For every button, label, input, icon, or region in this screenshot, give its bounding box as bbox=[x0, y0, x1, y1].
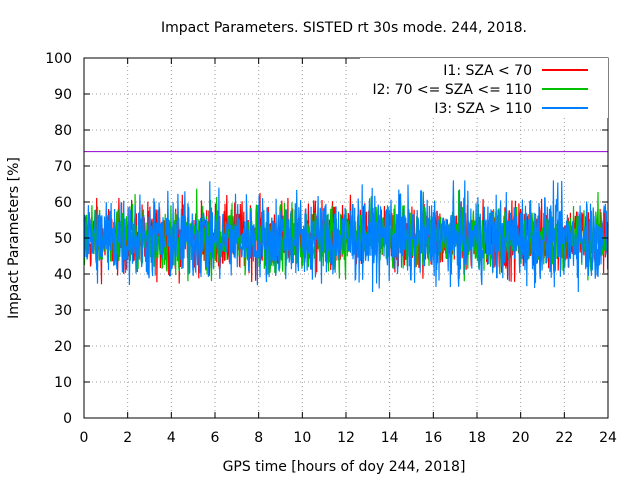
y-tick-label: 100 bbox=[45, 51, 72, 67]
x-tick-label: 18 bbox=[468, 430, 486, 446]
x-axis-label: GPS time [hours of doy 244, 2018] bbox=[223, 459, 466, 475]
x-tick-label: 8 bbox=[254, 430, 263, 446]
y-tick-label: 20 bbox=[54, 339, 72, 355]
x-tick-label: 16 bbox=[424, 430, 442, 446]
y-tick-label: 90 bbox=[54, 87, 72, 103]
y-tick-label: 0 bbox=[63, 411, 72, 427]
legend-label: I3: SZA > 110 bbox=[434, 101, 532, 117]
x-tick-label: 14 bbox=[381, 430, 399, 446]
series-layer bbox=[83, 180, 609, 293]
y-tick-label: 70 bbox=[54, 159, 72, 175]
legend-label: I1: SZA < 70 bbox=[443, 63, 532, 79]
x-tick-label: 0 bbox=[80, 430, 89, 446]
y-tick-label: 50 bbox=[54, 231, 72, 247]
chart-title: Impact Parameters. SISTED rt 30s mode. 2… bbox=[161, 20, 527, 36]
x-tick-label: 4 bbox=[167, 430, 176, 446]
y-tick-label: 80 bbox=[54, 123, 72, 139]
series-line-3 bbox=[83, 180, 609, 293]
legend-entry: I3: SZA > 110 bbox=[434, 101, 588, 117]
y-tick-label: 10 bbox=[54, 375, 72, 391]
x-tick-label: 2 bbox=[123, 430, 132, 446]
legend-label: I2: 70 <= SZA <= 110 bbox=[372, 82, 532, 98]
legend: I1: SZA < 70 I2: 70 <= SZA <= 110 I3: SZ… bbox=[360, 58, 608, 118]
plot-frame bbox=[83, 57, 609, 419]
y-tick-label: 60 bbox=[54, 195, 72, 211]
y-tick-label: 30 bbox=[54, 303, 72, 319]
x-tick-label: 20 bbox=[512, 430, 530, 446]
y-tick-label: 40 bbox=[54, 267, 72, 283]
x-tick-label: 10 bbox=[293, 430, 311, 446]
x-tick-label: 24 bbox=[599, 430, 617, 446]
y-axis-label: Impact Parameters [%] bbox=[6, 157, 22, 319]
x-tick-label: 12 bbox=[337, 430, 355, 446]
legend-entry: I2: 70 <= SZA <= 110 bbox=[372, 82, 588, 98]
legend-entry: I1: SZA < 70 bbox=[443, 63, 588, 79]
x-tick-label: 22 bbox=[555, 430, 573, 446]
x-tick-label: 6 bbox=[211, 430, 220, 446]
tick-labels: 0 2 4 6 8 10 12 14 16 18 20 22 240102030405060708090… bbox=[45, 51, 617, 446]
